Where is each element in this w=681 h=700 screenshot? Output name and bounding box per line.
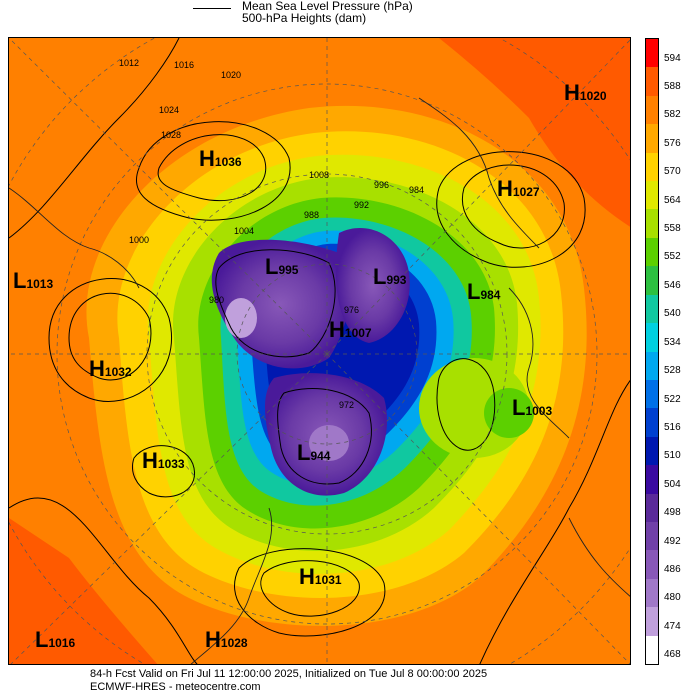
isobar-label: 1028	[161, 130, 181, 140]
colorbar-segment	[646, 237, 658, 267]
colorbar-segment	[646, 323, 658, 352]
height-colorbar	[645, 38, 659, 665]
colorbar-segment	[646, 181, 658, 210]
colorbar-level-label: 528	[664, 365, 681, 377]
colorbar-level-label: 510	[664, 450, 681, 462]
colorbar-segment	[646, 408, 658, 438]
colorbar-level-label: 552	[664, 251, 681, 263]
legend-heights-label: 500-hPa Heights (dam)	[242, 11, 367, 25]
colorbar-segment	[646, 635, 658, 665]
colorbar-segment	[646, 95, 658, 125]
colorbar-level-label: 486	[664, 563, 681, 575]
isobar-label: 976	[344, 305, 359, 315]
isobar-label: 1024	[159, 105, 179, 115]
colorbar-level-label: 492	[664, 535, 681, 547]
isobar-label: 984	[409, 185, 424, 195]
low-pressure-label: L1013	[13, 268, 54, 293]
map-canvas: 1012 1016 1020 1024 1028 1008 1004 1000 …	[9, 38, 630, 664]
lat-lon-grid	[9, 38, 630, 664]
colorbar-segment	[646, 152, 658, 182]
colorbar-level-label: 504	[664, 478, 681, 490]
colorbar-segment	[646, 39, 658, 68]
isobar-label: 1000	[129, 235, 149, 245]
colorbar-segment	[646, 493, 658, 523]
colorbar-level-label: 474	[664, 620, 681, 632]
low-pressure-label: L995	[265, 254, 299, 279]
height-band-588-ne	[439, 38, 630, 227]
colorbar-level-label: 546	[664, 279, 681, 291]
high-pressure-label: H1028	[205, 627, 248, 652]
colorbar-level-label: 594	[664, 52, 681, 64]
low-pressure-label: L984	[467, 279, 501, 304]
isobar-label: 1012	[119, 58, 139, 68]
high-pressure-label: H1032	[89, 356, 132, 381]
vortex-lobe-north	[335, 227, 410, 343]
isobar-label: 1020	[221, 70, 241, 80]
colorbar-segment	[646, 436, 658, 466]
isobar-label: 980	[209, 295, 224, 305]
colorbar-segment	[646, 550, 658, 580]
isobar-legend-line	[193, 8, 231, 9]
colorbar-level-label: 516	[664, 421, 681, 433]
colorbar-segment	[646, 294, 658, 324]
isobar-label: 972	[339, 400, 354, 410]
map-footer: 84-h Fcst Valid on Fri Jul 11 12:00:00 2…	[0, 668, 681, 700]
colorbar-segment	[646, 521, 658, 551]
colorbar-level-label: 564	[664, 194, 681, 206]
colorbar-level-label: 480	[664, 592, 681, 604]
colorbar-segment	[646, 67, 658, 97]
high-pressure-label: H1033	[142, 448, 185, 473]
height-cell-east-core	[484, 388, 534, 438]
colorbar-level-label: 588	[664, 81, 681, 93]
high-pressure-label: H1027	[497, 176, 540, 201]
low-pressure-label: L1016	[35, 627, 76, 652]
colorbar-level-label: 570	[664, 166, 681, 178]
colorbar-segment	[646, 266, 658, 296]
isobar-label: 1008	[309, 170, 329, 180]
low-pressure-label: L993	[373, 264, 407, 289]
vortex-core-south	[309, 425, 349, 461]
colorbar-segment	[646, 209, 658, 239]
high-pressure-label: H1007	[329, 317, 372, 342]
low-pressure-label: L1003	[512, 395, 553, 420]
isobar-label: 992	[354, 200, 369, 210]
colorbar-level-label: 468	[664, 649, 681, 661]
colorbar-level-label: 498	[664, 507, 681, 519]
legend-mslp-label: Mean Sea Level Pressure (hPa)	[242, 0, 413, 13]
colorbar-segment	[646, 124, 658, 154]
colorbar-segment	[646, 607, 658, 637]
colorbar-level-label: 576	[664, 137, 681, 149]
height-band-588-sw	[9, 518, 158, 664]
colorbar-segment	[646, 379, 658, 409]
high-pressure-label: H1031	[299, 564, 342, 589]
map-legend: Mean Sea Level Pressure (hPa) 500-hPa He…	[0, 0, 681, 36]
colorbar-level-label: 534	[664, 336, 681, 348]
model-source-text: ECMWF-HRES - meteocentre.com	[90, 681, 261, 693]
colorbar-segment	[646, 351, 658, 381]
colorbar-segment	[646, 578, 658, 608]
vortex-core-west	[225, 298, 257, 338]
colorbar-level-label: 582	[664, 109, 681, 121]
isobar-label: 1004	[234, 226, 254, 236]
isobar-label: 1016	[174, 60, 194, 70]
colorbar-level-label: 558	[664, 223, 681, 235]
isobars	[9, 38, 630, 664]
colorbar-segment	[646, 465, 658, 495]
weather-map: 1012 1016 1020 1024 1028 1008 1004 1000 …	[8, 37, 631, 665]
isobar-label: 988	[304, 210, 319, 220]
high-pressure-label: H1036	[199, 146, 242, 171]
colorbar-level-label: 540	[664, 308, 681, 320]
colorbar-level-label: 522	[664, 393, 681, 405]
forecast-valid-text: 84-h Fcst Valid on Fri Jul 11 12:00:00 2…	[90, 668, 488, 680]
isobar-labels: 1012 1016 1020 1024 1028 1008 1004 1000 …	[119, 58, 424, 410]
high-pressure-label: H1020	[564, 80, 607, 105]
coastlines	[9, 97, 630, 664]
isobar-label: 996	[374, 180, 389, 190]
low-pressure-label: L944	[297, 440, 331, 465]
